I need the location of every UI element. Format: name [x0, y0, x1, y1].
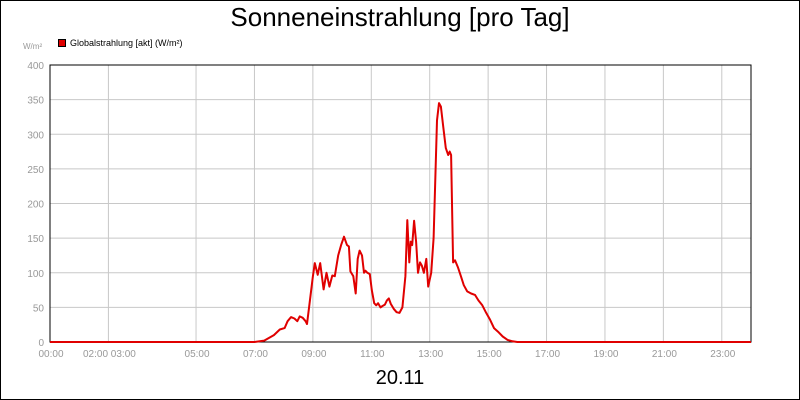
series-line-globalstrahlung	[50, 102, 751, 343]
x-axis-date-label: 20.11	[375, 367, 425, 389]
x-tick-label: 15:00	[477, 349, 502, 360]
x-tick-label: 11:00	[360, 349, 385, 360]
x-tick-label: 13:00	[418, 349, 443, 360]
x-tick-label: 21:00	[652, 349, 677, 360]
y-tick-label: 300	[27, 130, 44, 141]
y-tick-label: 350	[27, 96, 44, 107]
x-tick-label: 00:00	[38, 349, 63, 360]
x-tick-label: 17:00	[535, 349, 560, 360]
y-tick-label: 0	[38, 338, 44, 349]
x-tick-label: 05:00	[185, 349, 210, 360]
legend: Globalstrahlung [akt] (W/m²)	[58, 38, 183, 48]
y-tick-label: 50	[33, 303, 45, 314]
legend-swatch	[58, 39, 66, 47]
y-tick-label: 150	[27, 234, 44, 245]
x-tick-label: 07:00	[243, 349, 268, 360]
x-tick-label: 09:00	[301, 349, 326, 360]
x-tick-label: 23:00	[710, 349, 735, 360]
legend-label: Globalstrahlung [akt] (W/m²)	[70, 38, 183, 48]
y-axis-unit-label: W/m²	[23, 42, 43, 51]
chart-title: Sonneneinstrahlung [pro Tag]	[230, 2, 570, 32]
y-tick-label: 100	[27, 269, 44, 280]
y-tick-label: 250	[27, 165, 44, 176]
y-tick-label: 200	[27, 200, 44, 211]
x-tick-label: 02:00 03:00	[83, 349, 136, 360]
y-tick-label: 400	[27, 61, 44, 72]
x-tick-label: 19:00	[593, 349, 618, 360]
plot-border	[49, 64, 752, 343]
